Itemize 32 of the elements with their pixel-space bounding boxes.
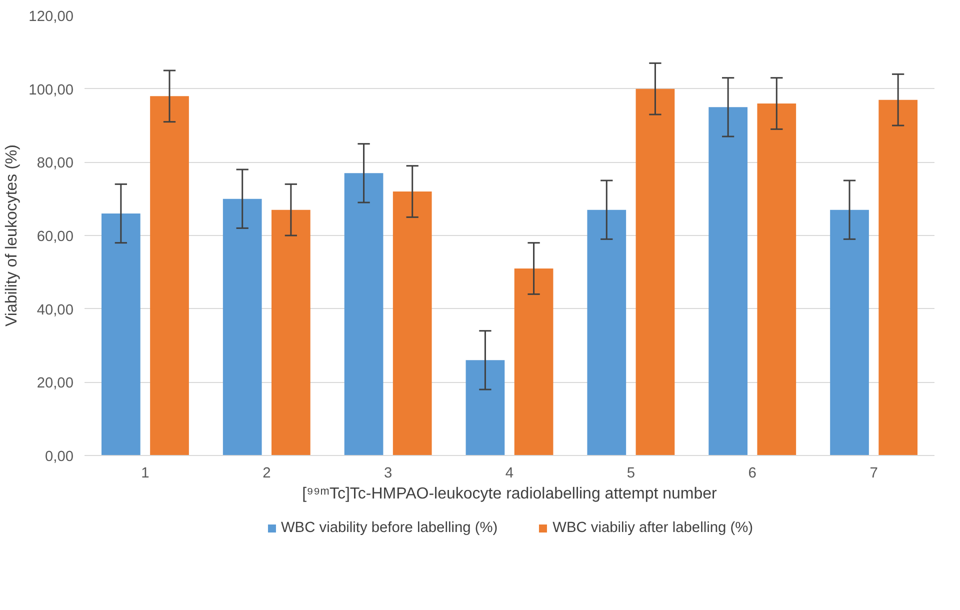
bar bbox=[272, 210, 310, 456]
bar bbox=[587, 210, 626, 456]
bar bbox=[514, 268, 554, 456]
x-tick-label: 7 bbox=[870, 466, 878, 482]
x-tick-label: 3 bbox=[384, 466, 392, 482]
bar bbox=[102, 214, 140, 456]
x-tick-label: 6 bbox=[748, 466, 756, 482]
bar bbox=[466, 360, 505, 456]
x-tick-label: 2 bbox=[262, 466, 271, 482]
bar bbox=[150, 96, 189, 456]
x-axis-title: [⁹⁹ᵐTc]Tc-HMPAO-leukocyte radiolabelling attempt number bbox=[302, 486, 718, 502]
y-tick-label: 20,00 bbox=[36, 376, 74, 392]
x-tick-label: 1 bbox=[141, 466, 150, 482]
bar bbox=[830, 210, 869, 456]
bar bbox=[392, 192, 432, 456]
y-tick-label: 0,00 bbox=[44, 449, 74, 465]
bar bbox=[878, 100, 918, 456]
x-tick-label: 4 bbox=[505, 466, 514, 482]
bar bbox=[344, 173, 384, 456]
bar bbox=[757, 104, 796, 456]
y-tick-label: 100,00 bbox=[28, 82, 74, 98]
y-tick-label: 120,00 bbox=[28, 9, 74, 25]
bar bbox=[708, 107, 748, 456]
y-tick-label: 60,00 bbox=[36, 229, 74, 245]
legend-label: WBC viabiliy after labelling (%) bbox=[552, 520, 754, 536]
y-tick-label: 80,00 bbox=[36, 156, 74, 172]
y-tick-label: 40,00 bbox=[36, 302, 74, 318]
x-tick-label: 5 bbox=[626, 466, 636, 482]
bar bbox=[222, 198, 262, 456]
y-axis-title: Viability of leukocytes (%) bbox=[4, 144, 21, 326]
legend-label: WBC viability before labelling (%) bbox=[280, 520, 498, 536]
bar bbox=[636, 88, 675, 456]
